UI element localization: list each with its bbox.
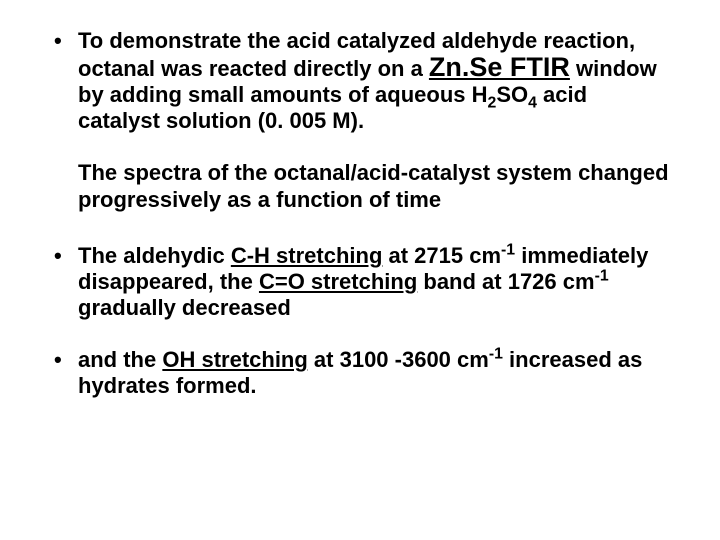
text-segment: OH stretching [162, 347, 307, 372]
text-segment: at 3100 -3600 cm [308, 347, 489, 372]
text-segment: 2 [488, 94, 497, 111]
text-segment: at 2715 cm [382, 243, 501, 268]
text-segment: The spectra of the octanal/acid-catalyst… [78, 160, 669, 212]
slide-container: To demonstrate the acid catalyzed aldehy… [0, 0, 720, 435]
text-segment: -1 [595, 268, 609, 285]
text-segment: gradually decreased [78, 295, 291, 320]
text-segment: and the [78, 347, 162, 372]
text-segment: C-H stretching [231, 243, 383, 268]
text-segment: 4 [528, 94, 537, 111]
text-segment: SO [496, 82, 528, 107]
bullet-list: To demonstrate the acid catalyzed aldehy… [50, 28, 670, 399]
text-segment: -1 [489, 346, 503, 363]
bullet-item-2: The aldehydic C-H stretching at 2715 cm-… [50, 243, 670, 321]
text-segment: Zn.Se FTIR [429, 52, 570, 82]
text-segment: C=O stretching [259, 269, 417, 294]
text-segment: -1 [501, 242, 515, 259]
bullet-item-0: To demonstrate the acid catalyzed aldehy… [50, 28, 670, 134]
text-segment: The aldehydic [78, 243, 231, 268]
text-segment: band at 1726 cm [417, 269, 594, 294]
bullet-item-1: The spectra of the octanal/acid-catalyst… [50, 160, 670, 214]
bullet-item-3: and the OH stretching at 3100 -3600 cm-1… [50, 347, 670, 399]
